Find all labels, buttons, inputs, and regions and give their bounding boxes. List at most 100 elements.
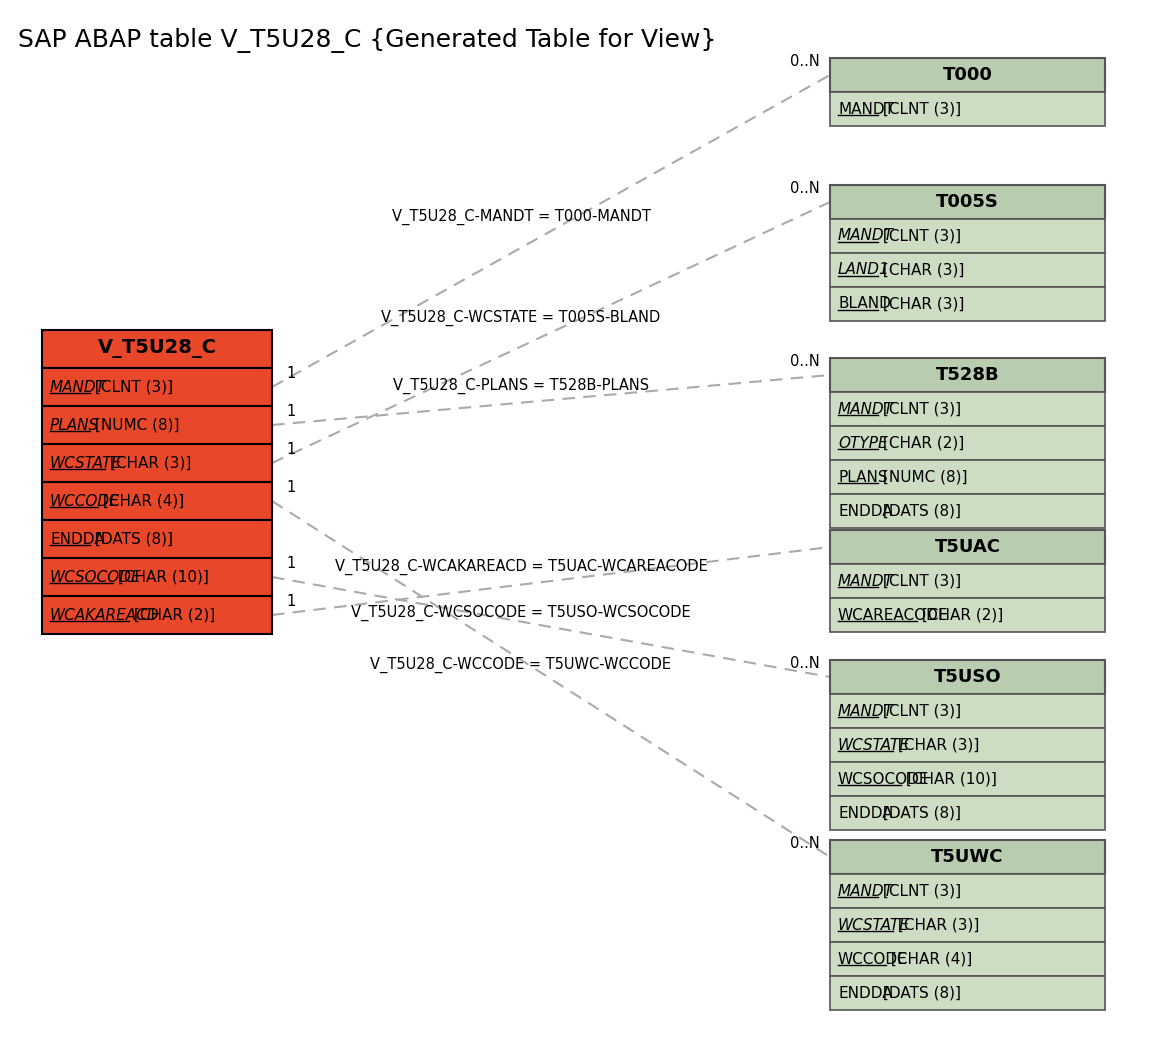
Text: ENDDA: ENDDA — [50, 532, 104, 546]
Text: [CHAR (3)]: [CHAR (3)] — [878, 263, 965, 277]
Text: WCCODE: WCCODE — [838, 951, 908, 967]
Text: PLANS: PLANS — [838, 469, 887, 485]
Text: [CHAR (2)]: [CHAR (2)] — [918, 608, 1003, 623]
Bar — [830, 762, 1105, 796]
Bar — [42, 520, 272, 558]
Text: WCCODE: WCCODE — [50, 493, 120, 508]
Text: 1: 1 — [286, 480, 295, 495]
Text: T005S: T005S — [936, 193, 999, 211]
Text: 0..N: 0..N — [790, 836, 820, 851]
Text: WCSTATE: WCSTATE — [50, 455, 122, 470]
Text: ENDDA: ENDDA — [838, 503, 893, 519]
Text: 1: 1 — [286, 594, 295, 609]
Text: [CLNT (3)]: [CLNT (3)] — [878, 102, 961, 116]
Bar — [830, 976, 1105, 1010]
Text: MANDT: MANDT — [838, 229, 894, 244]
Text: [CHAR (3)]: [CHAR (3)] — [893, 917, 980, 933]
Text: V_T5U28_C-WCSOCODE = T5USO-WCSOCODE: V_T5U28_C-WCSOCODE = T5USO-WCSOCODE — [352, 605, 690, 621]
Text: V_T5U28_C-MANDT = T000-MANDT: V_T5U28_C-MANDT = T000-MANDT — [391, 209, 650, 225]
Bar — [830, 908, 1105, 943]
Text: 1: 1 — [286, 556, 295, 571]
Text: SAP ABAP table V_T5U28_C {Generated Table for View}: SAP ABAP table V_T5U28_C {Generated Tabl… — [18, 28, 716, 53]
Bar — [830, 840, 1105, 874]
Bar — [830, 796, 1105, 830]
Bar — [830, 426, 1105, 460]
Text: 0..N: 0..N — [790, 54, 820, 69]
Bar — [830, 874, 1105, 908]
Bar — [830, 253, 1105, 287]
Bar — [830, 598, 1105, 632]
Text: V_T5U28_C-PLANS = T528B-PLANS: V_T5U28_C-PLANS = T528B-PLANS — [393, 378, 649, 394]
Text: LAND1: LAND1 — [838, 263, 890, 277]
Text: [DATS (8)]: [DATS (8)] — [89, 532, 172, 546]
Text: WCAKAREACD: WCAKAREACD — [50, 608, 159, 623]
Bar — [830, 358, 1105, 392]
Text: 0..N: 0..N — [790, 656, 820, 671]
Text: WCSOCODE: WCSOCODE — [838, 772, 929, 787]
Bar — [830, 219, 1105, 253]
Text: ENDDA: ENDDA — [838, 986, 893, 1001]
Text: MANDT: MANDT — [838, 401, 894, 416]
Text: T5UAC: T5UAC — [934, 538, 1001, 556]
Text: [CHAR (10)]: [CHAR (10)] — [114, 570, 210, 585]
Text: MANDT: MANDT — [838, 102, 894, 116]
Text: [CHAR (4)]: [CHAR (4)] — [97, 493, 184, 508]
Bar — [830, 564, 1105, 598]
Text: [CLNT (3)]: [CLNT (3)] — [878, 883, 961, 898]
Bar — [830, 943, 1105, 976]
Bar — [42, 482, 272, 520]
Text: WCAREACODE: WCAREACODE — [838, 608, 948, 623]
Bar — [830, 460, 1105, 493]
Text: [CLNT (3)]: [CLNT (3)] — [878, 401, 961, 416]
Text: [DATS (8)]: [DATS (8)] — [878, 986, 961, 1001]
Text: T000: T000 — [942, 66, 993, 84]
Text: [DATS (8)]: [DATS (8)] — [878, 806, 961, 821]
Bar — [42, 444, 272, 482]
Text: MANDT: MANDT — [838, 574, 894, 589]
Bar — [42, 367, 272, 406]
Text: MANDT: MANDT — [838, 883, 894, 898]
Text: 1: 1 — [286, 442, 295, 457]
Text: OTYPE: OTYPE — [838, 435, 887, 450]
Bar — [830, 58, 1105, 92]
Text: PLANS: PLANS — [50, 417, 100, 432]
Bar — [830, 660, 1105, 694]
Text: V_T5U28_C-WCSTATE = T005S-BLAND: V_T5U28_C-WCSTATE = T005S-BLAND — [381, 310, 661, 326]
Text: T5UWC: T5UWC — [932, 848, 1003, 866]
Text: [CHAR (2)]: [CHAR (2)] — [129, 608, 216, 623]
Bar — [42, 330, 272, 367]
Bar — [830, 287, 1105, 321]
Text: BLAND: BLAND — [838, 297, 891, 311]
Bar — [830, 493, 1105, 528]
Text: 1: 1 — [286, 403, 295, 419]
Text: WCSOCODE: WCSOCODE — [50, 570, 142, 585]
Text: [CLNT (3)]: [CLNT (3)] — [89, 379, 172, 395]
Bar — [42, 558, 272, 596]
Text: 0..N: 0..N — [790, 181, 820, 196]
Bar — [42, 596, 272, 634]
Text: [CHAR (3)]: [CHAR (3)] — [878, 297, 965, 311]
Text: WCSTATE: WCSTATE — [838, 737, 909, 753]
Text: MANDT: MANDT — [50, 379, 105, 395]
Bar — [830, 530, 1105, 564]
Text: [CLNT (3)]: [CLNT (3)] — [878, 229, 961, 244]
Text: T5USO: T5USO — [934, 668, 1001, 686]
Text: MANDT: MANDT — [838, 703, 894, 718]
Text: [CHAR (3)]: [CHAR (3)] — [105, 455, 192, 470]
Bar — [830, 92, 1105, 126]
Text: WCSTATE: WCSTATE — [838, 917, 909, 933]
Text: [NUMC (8)]: [NUMC (8)] — [878, 469, 967, 485]
Text: [NUMC (8)]: [NUMC (8)] — [89, 417, 179, 432]
Text: [CLNT (3)]: [CLNT (3)] — [878, 703, 961, 718]
Text: V_T5U28_C-WCAKAREACD = T5UAC-WCAREACODE: V_T5U28_C-WCAKAREACD = T5UAC-WCAREACODE — [335, 559, 708, 575]
Text: V_T5U28_C-WCCODE = T5UWC-WCCODE: V_T5U28_C-WCCODE = T5UWC-WCCODE — [370, 657, 672, 674]
Text: V_T5U28_C: V_T5U28_C — [97, 340, 217, 359]
Text: [CHAR (4)]: [CHAR (4)] — [886, 951, 972, 967]
Text: [CHAR (10)]: [CHAR (10)] — [901, 772, 997, 787]
Text: 0..N: 0..N — [790, 354, 820, 369]
Bar — [830, 728, 1105, 762]
Bar — [830, 694, 1105, 728]
Text: [CLNT (3)]: [CLNT (3)] — [878, 574, 961, 589]
Bar — [830, 185, 1105, 219]
Text: [DATS (8)]: [DATS (8)] — [878, 503, 961, 519]
